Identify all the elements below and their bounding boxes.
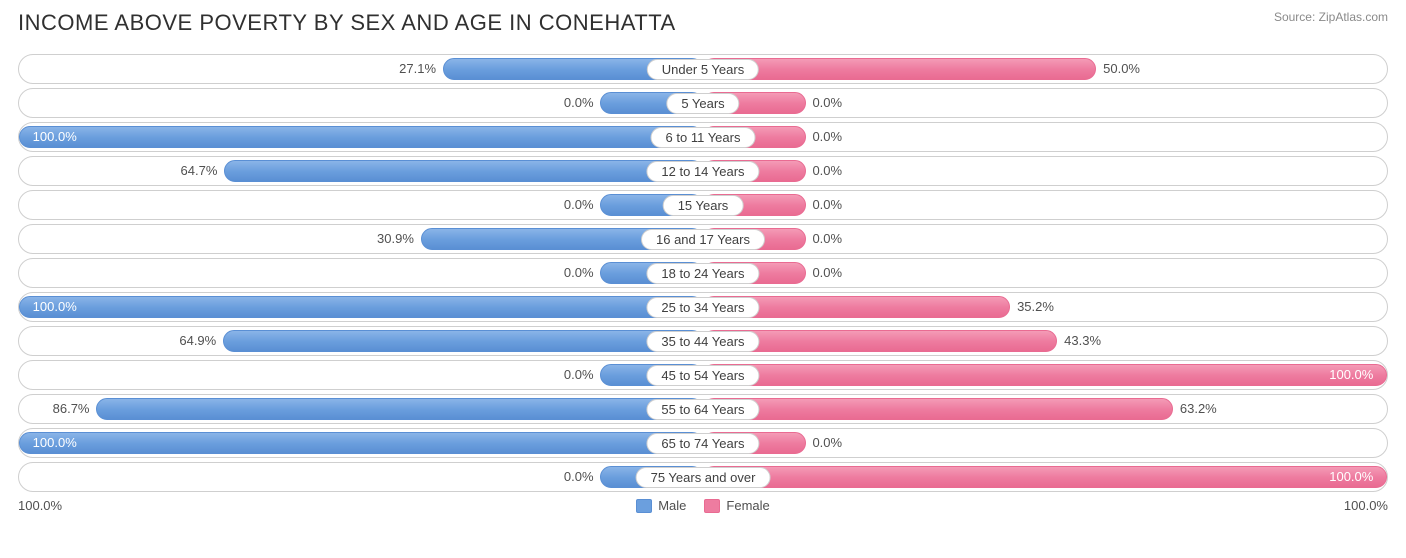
category-label: 35 to 44 Years — [646, 331, 759, 352]
chart-row: 86.7% 63.2% 55 to 64 Years — [18, 394, 1388, 424]
category-label: 55 to 64 Years — [646, 399, 759, 420]
male-swatch — [636, 499, 652, 513]
axis-right-label: 100.0% — [1344, 498, 1388, 513]
category-label: 45 to 54 Years — [646, 365, 759, 386]
legend: Male Female — [636, 498, 770, 513]
category-label: Under 5 Years — [647, 59, 759, 80]
chart-footer: 100.0% Male Female 100.0% — [18, 498, 1388, 513]
category-label: 12 to 14 Years — [646, 161, 759, 182]
chart-row: 64.7% 0.0% 12 to 14 Years — [18, 156, 1388, 186]
source-attribution: Source: ZipAtlas.com — [1274, 10, 1388, 24]
chart-row: 100.0% 0.0% 65 to 74 Years — [18, 428, 1388, 458]
female-value-label: 0.0% — [812, 265, 842, 280]
male-bar — [19, 432, 703, 454]
category-label: 75 Years and over — [636, 467, 771, 488]
male-value-label: 64.7% — [181, 163, 218, 178]
male-bar — [19, 126, 703, 148]
male-value-label: 0.0% — [564, 469, 594, 484]
female-swatch — [704, 499, 720, 513]
chart-row: 0.0% 100.0% 75 Years and over — [18, 462, 1388, 492]
chart-row: 0.0% 0.0% 5 Years — [18, 88, 1388, 118]
female-value-label: 100.0% — [1329, 469, 1373, 484]
female-value-label: 0.0% — [812, 435, 842, 450]
chart-row: 30.9% 0.0% 16 and 17 Years — [18, 224, 1388, 254]
male-value-label: 100.0% — [33, 299, 77, 314]
chart-row: 100.0% 35.2% 25 to 34 Years — [18, 292, 1388, 322]
female-value-label: 100.0% — [1329, 367, 1373, 382]
legend-item-female: Female — [704, 498, 769, 513]
female-bar — [703, 364, 1387, 386]
female-value-label: 0.0% — [812, 197, 842, 212]
legend-female-label: Female — [726, 498, 769, 513]
category-label: 25 to 34 Years — [646, 297, 759, 318]
legend-item-male: Male — [636, 498, 686, 513]
female-value-label: 35.2% — [1017, 299, 1054, 314]
category-label: 15 Years — [663, 195, 744, 216]
female-value-label: 50.0% — [1103, 61, 1140, 76]
female-value-label: 43.3% — [1064, 333, 1101, 348]
category-label: 65 to 74 Years — [646, 433, 759, 454]
male-value-label: 64.9% — [179, 333, 216, 348]
female-value-label: 0.0% — [812, 163, 842, 178]
axis-left-label: 100.0% — [18, 498, 62, 513]
male-bar — [224, 160, 703, 182]
category-label: 16 and 17 Years — [641, 229, 765, 250]
chart-row: 0.0% 0.0% 18 to 24 Years — [18, 258, 1388, 288]
chart-row: 100.0% 0.0% 6 to 11 Years — [18, 122, 1388, 152]
header: INCOME ABOVE POVERTY BY SEX AND AGE IN C… — [18, 10, 1388, 36]
male-value-label: 86.7% — [53, 401, 90, 416]
male-bar — [19, 296, 703, 318]
female-value-label: 0.0% — [812, 231, 842, 246]
female-bar — [703, 58, 1096, 80]
male-value-label: 100.0% — [33, 129, 77, 144]
chart-row: 0.0% 0.0% 15 Years — [18, 190, 1388, 220]
category-label: 5 Years — [666, 93, 739, 114]
female-value-label: 63.2% — [1180, 401, 1217, 416]
male-value-label: 0.0% — [564, 95, 594, 110]
male-value-label: 27.1% — [399, 61, 436, 76]
male-value-label: 0.0% — [564, 197, 594, 212]
male-bar — [223, 330, 703, 352]
diverging-bar-chart: 27.1% 50.0% Under 5 Years 0.0% 0.0% 5 Years 10… — [18, 54, 1388, 492]
chart-row: 27.1% 50.0% Under 5 Years — [18, 54, 1388, 84]
male-value-label: 0.0% — [564, 265, 594, 280]
category-label: 6 to 11 Years — [651, 127, 756, 148]
female-value-label: 0.0% — [812, 95, 842, 110]
female-value-label: 0.0% — [812, 129, 842, 144]
category-label: 18 to 24 Years — [646, 263, 759, 284]
legend-male-label: Male — [658, 498, 686, 513]
female-bar — [703, 466, 1387, 488]
chart-row: 0.0% 100.0% 45 to 54 Years — [18, 360, 1388, 390]
chart-title: INCOME ABOVE POVERTY BY SEX AND AGE IN C… — [18, 10, 676, 36]
female-bar — [703, 398, 1173, 420]
male-bar — [96, 398, 703, 420]
male-value-label: 0.0% — [564, 367, 594, 382]
male-value-label: 30.9% — [377, 231, 414, 246]
male-value-label: 100.0% — [33, 435, 77, 450]
chart-row: 64.9% 43.3% 35 to 44 Years — [18, 326, 1388, 356]
